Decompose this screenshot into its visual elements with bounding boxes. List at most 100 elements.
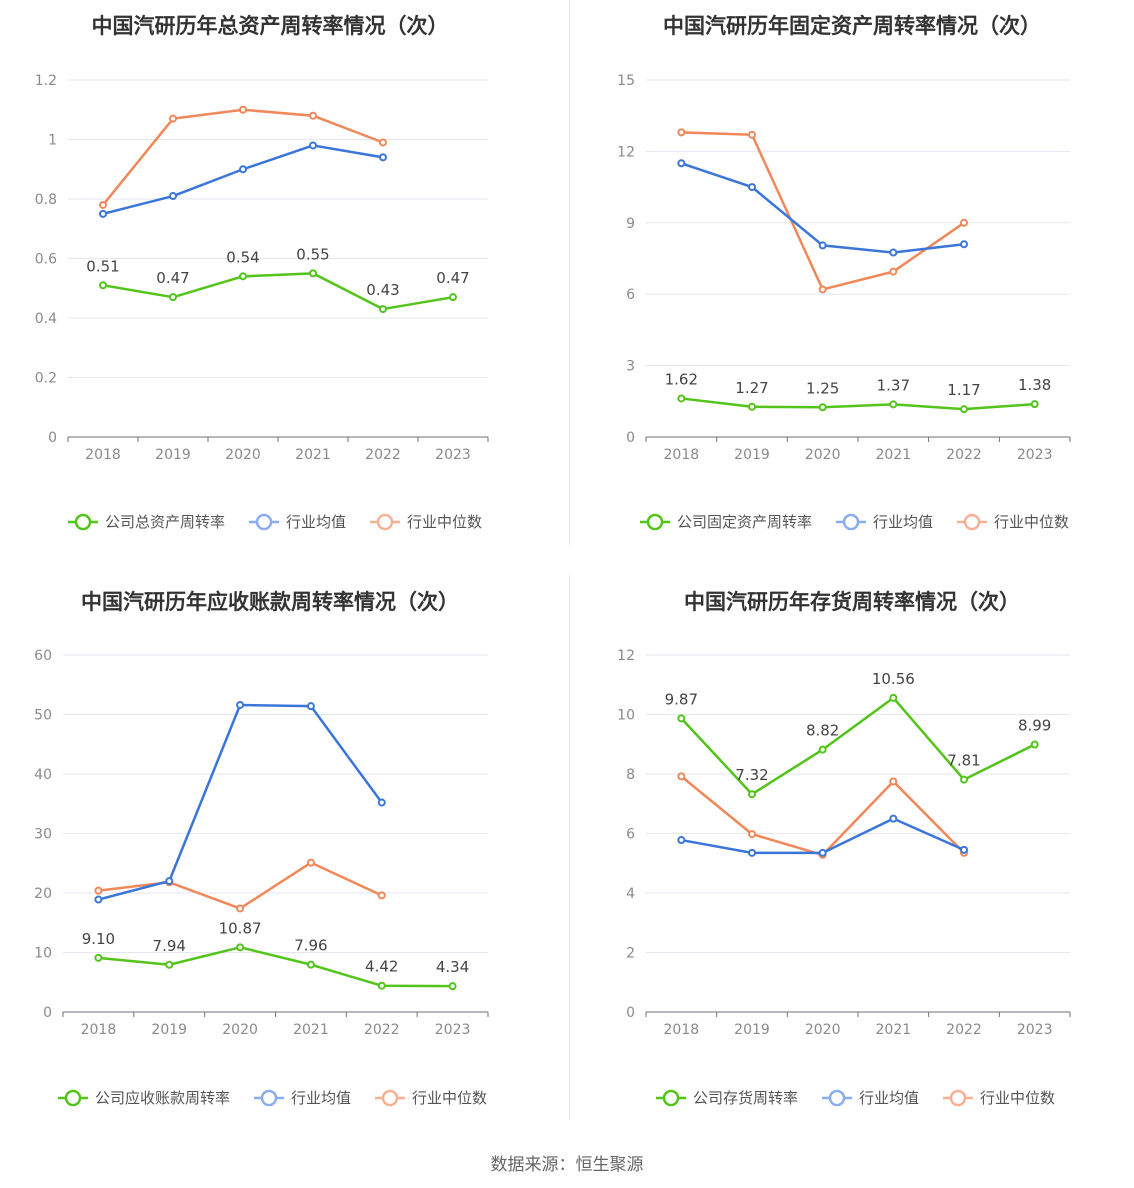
median-data-point	[169, 114, 177, 123]
company-data-point	[748, 402, 756, 411]
panel-divider-bottom	[569, 575, 570, 1120]
data-label: 9.10	[82, 930, 115, 948]
company-data-point	[889, 400, 898, 409]
x-tick-label: 2022	[364, 1022, 400, 1038]
x-tick-label: 2023	[435, 1022, 471, 1038]
median-data-point	[748, 830, 756, 839]
legend-label: 公司固定资产周转率	[677, 513, 812, 531]
avg-data-point	[818, 241, 827, 250]
legend-label: 行业中位数	[407, 513, 482, 531]
company-data-point	[818, 745, 827, 754]
x-tick-label: 2020	[805, 1022, 841, 1038]
data-label: 1.62	[665, 370, 698, 388]
chart-total-asset-turnover: 中国汽研历年总资产周转率情况（次） 0 0.2 0.4 0.6 0.8 1 1.2 2018 20…	[35, 14, 489, 531]
company-data-point	[677, 394, 686, 403]
avg-data-point	[169, 192, 177, 201]
company-data-point	[379, 305, 387, 314]
legend-label: 公司存货周转率	[693, 1089, 798, 1107]
x-tick-label: 2018	[664, 447, 700, 463]
x-tick-label: 2021	[876, 1022, 912, 1038]
company-data-point	[169, 293, 177, 302]
y-tick-label: 1	[48, 133, 57, 149]
company-data-point	[960, 405, 968, 414]
median-data-point	[677, 128, 686, 137]
median-data-point	[306, 858, 315, 867]
data-label: 4.34	[436, 958, 469, 976]
median-data-point	[236, 904, 245, 913]
data-label: 7.94	[153, 937, 186, 955]
avg-series-line	[98, 703, 383, 901]
y-tick-label: 0.4	[35, 311, 57, 327]
company-data-point	[236, 943, 245, 952]
legend-label: 行业中位数	[980, 1089, 1055, 1107]
company-data-point	[99, 281, 107, 290]
avg-data-point	[677, 836, 686, 845]
legend-marker	[646, 513, 664, 531]
avg-data-point	[889, 248, 898, 257]
y-tick-label: 0.8	[35, 192, 57, 208]
y-tick-label: 6	[626, 287, 635, 303]
median-data-point	[677, 772, 686, 781]
x-tick-label: 2019	[151, 1022, 187, 1038]
chart-panel-receivables-turnover: 中国汽研历年应收账款周转率情况（次） 0 10 20 30 40 50 60 2018 2019 2…	[0, 575, 567, 1150]
legend-marker	[255, 513, 273, 531]
avg-data-point	[309, 141, 317, 150]
y-tick-label: 0	[626, 430, 635, 446]
legend-marker	[376, 513, 394, 531]
company-data-point	[239, 272, 247, 281]
data-label: 0.51	[86, 257, 119, 275]
data-label: 1.37	[877, 376, 910, 394]
company-series-line	[680, 696, 1036, 796]
y-tick-label: 10	[34, 946, 52, 962]
x-tick-label: 2018	[81, 1022, 117, 1038]
median-series-line	[102, 108, 384, 206]
y-tick-label: 12	[617, 648, 635, 664]
y-tick-label: 4	[626, 886, 635, 902]
data-label: 1.17	[947, 381, 980, 399]
data-label: 8.99	[1018, 717, 1051, 735]
x-tick-label: 2019	[734, 447, 770, 463]
avg-data-point	[748, 848, 756, 857]
company-data-point	[165, 960, 174, 969]
median-series-line	[98, 861, 383, 910]
company-data-point	[377, 981, 386, 990]
avg-data-point	[889, 814, 898, 823]
y-tick-label: 0.6	[35, 252, 57, 268]
data-label: 0.54	[226, 248, 259, 266]
company-data-point	[748, 790, 756, 799]
legend-label: 行业均值	[291, 1089, 351, 1107]
y-tick-label: 6	[626, 827, 635, 843]
legend-label: 公司总资产周转率	[105, 513, 225, 531]
y-tick-label: 0.2	[35, 371, 57, 387]
data-label: 10.56	[872, 670, 915, 688]
y-tick-label: 0	[43, 1005, 52, 1021]
avg-data-point	[94, 895, 103, 904]
y-tick-label: 10	[617, 708, 635, 724]
chart-title: 中国汽研历年存货周转率情况（次）	[684, 590, 1020, 614]
x-tick-label: 2020	[805, 447, 841, 463]
avg-data-point	[165, 877, 174, 886]
avg-series-line	[681, 817, 965, 855]
avg-data-point	[239, 165, 247, 174]
company-data-point	[306, 960, 315, 969]
legend-marker	[842, 513, 860, 531]
data-label: 0.47	[156, 269, 189, 287]
avg-data-point	[818, 848, 827, 857]
x-tick-label: 2020	[225, 447, 261, 463]
y-tick-label: 40	[34, 767, 52, 783]
avg-data-point	[379, 153, 387, 162]
company-series-line	[681, 397, 1035, 411]
avg-data-point	[236, 700, 245, 709]
median-data-point	[377, 891, 386, 900]
avg-data-point	[960, 240, 968, 249]
median-data-point	[960, 218, 968, 227]
chart-title: 中国汽研历年应收账款周转率情况（次）	[81, 590, 459, 614]
x-tick-label: 2023	[1017, 447, 1053, 463]
data-label: 8.82	[806, 722, 839, 740]
company-data-point	[818, 403, 827, 412]
legend-label: 公司应收账款周转率	[95, 1089, 230, 1107]
chart-receivables-turnover: 中国汽研历年应收账款周转率情况（次） 0 10 20 30 40 50 60 2018 2019 2…	[34, 590, 489, 1107]
avg-series-line	[102, 144, 384, 216]
median-data-point	[818, 285, 827, 294]
y-tick-label: 12	[617, 144, 635, 160]
